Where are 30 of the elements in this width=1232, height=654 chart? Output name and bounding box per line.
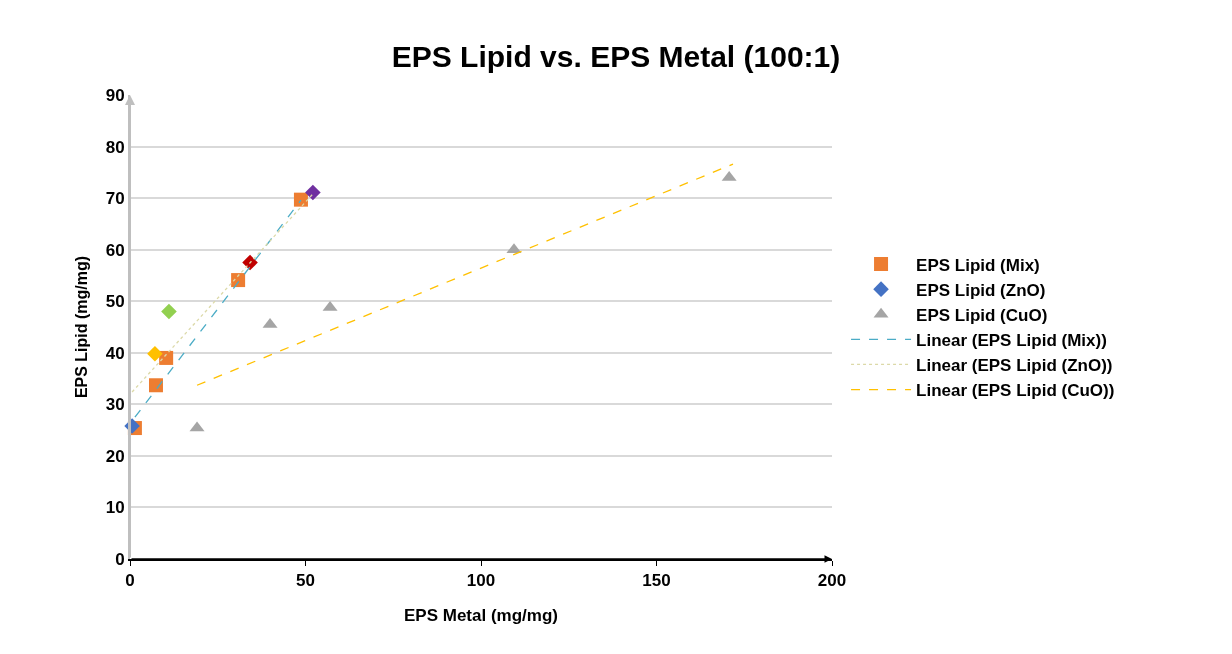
legend-label: EPS Lipid (CuO) bbox=[916, 305, 1048, 325]
y-tick-label: 70 bbox=[105, 189, 125, 209]
y-tick-label: 0 bbox=[115, 549, 125, 569]
legend-label: Linear (EPS Lipid (ZnO)) bbox=[916, 356, 1113, 376]
legend-label: Linear (EPS Lipid (Mix)) bbox=[916, 330, 1107, 350]
point bbox=[147, 346, 163, 362]
y-tick-label: 40 bbox=[105, 343, 125, 363]
point bbox=[242, 254, 258, 271]
point bbox=[305, 184, 321, 201]
y-tick-label: 90 bbox=[105, 85, 125, 105]
y-tick-label: 60 bbox=[105, 240, 125, 260]
point bbox=[161, 303, 177, 320]
y-tick-label: 50 bbox=[105, 292, 125, 312]
x-axis-title: EPS Metal (mg/mg) bbox=[404, 605, 558, 625]
legend-label: EPS Lipid (Mix) bbox=[916, 255, 1040, 275]
y-tick-label: 10 bbox=[105, 498, 125, 518]
legend-label: Linear (EPS Lipid (CuO)) bbox=[916, 381, 1115, 401]
y-axis-title: EPS Lipid (mg/mg) bbox=[73, 255, 90, 399]
y-tick-label: 20 bbox=[105, 446, 125, 466]
point bbox=[293, 192, 308, 207]
x-tick-label: 50 bbox=[296, 571, 315, 591]
y-tick-label: 80 bbox=[105, 137, 125, 157]
point bbox=[148, 378, 163, 393]
y-tick-label: 30 bbox=[105, 395, 125, 415]
point bbox=[231, 273, 246, 288]
chart-title: EPS Lipid vs. EPS Metal (100:1) bbox=[391, 39, 841, 73]
x-tick-label: 150 bbox=[642, 571, 671, 591]
x-tick-label: 200 bbox=[817, 571, 847, 591]
x-tick-label: 100 bbox=[466, 571, 496, 591]
legend-label: EPS Lipid (ZnO) bbox=[916, 280, 1046, 300]
